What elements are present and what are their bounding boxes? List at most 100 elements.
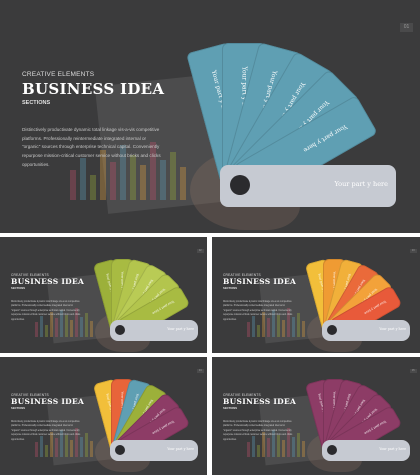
background-bar <box>297 313 300 337</box>
swatch-pivot-dot <box>327 324 337 335</box>
background-bar-chart-image <box>70 140 200 200</box>
background-bar <box>297 433 300 457</box>
slide-subtitle: CREATIVE ELEMENTS <box>223 272 261 277</box>
swatch-base-card[interactable]: Your part y here <box>110 319 198 341</box>
background-bar <box>170 152 176 200</box>
background-bar-chart-image <box>35 427 100 457</box>
swatch-base-card[interactable]: Your part y here <box>110 439 198 461</box>
slide-subtitle: CREATIVE ELEMENTS <box>11 272 49 277</box>
slide-body-text: Distinctively productivate dynamic total… <box>223 301 293 321</box>
background-bar <box>277 434 280 457</box>
background-bar <box>257 324 260 337</box>
slide-section-label: SECTIONS <box>22 100 51 106</box>
slide-title: BUSINESS IDEA <box>223 397 297 406</box>
background-bar <box>262 312 265 337</box>
background-bar <box>302 320 305 337</box>
background-bar <box>90 440 93 457</box>
background-bar-chart-image <box>35 307 100 337</box>
background-bar <box>272 309 275 337</box>
slide-number-badge: 01 <box>400 23 413 32</box>
background-bar <box>80 158 86 200</box>
background-bar <box>292 437 295 457</box>
background-bar <box>75 428 78 457</box>
background-bar <box>35 442 38 457</box>
background-bar <box>267 438 270 457</box>
background-bar <box>267 318 270 337</box>
background-bar <box>252 436 255 457</box>
background-bar <box>45 324 48 337</box>
slide-thumbnail-5[interactable]: CREATIVE ELEMENTS BUSINESS IDEA SECTIONS Di… <box>212 357 420 475</box>
base-card-label: Your part y here <box>334 180 388 188</box>
slide-thumbnail-1[interactable]: CREATIVE ELEMENTS BUSINESS IDEA SECTIONS Di… <box>0 0 420 233</box>
swatch-card-label: Your part y here <box>151 299 176 315</box>
background-bar <box>302 440 305 457</box>
slide-body-text: Distinctively productivate dynamic total… <box>223 421 293 441</box>
base-card-label: Your part y here <box>379 327 406 331</box>
swatch-pivot-dot <box>115 444 125 455</box>
slide-body-text: Distinctively productivate dynamic total… <box>11 421 81 441</box>
slide-number-badge: 05 <box>410 368 417 373</box>
background-bar <box>85 433 88 457</box>
background-bar <box>272 429 275 457</box>
slide-subtitle: CREATIVE ELEMENTS <box>11 392 49 397</box>
swatch-pivot-dot <box>230 175 250 195</box>
background-bar <box>110 162 116 200</box>
background-bar <box>292 317 295 337</box>
background-bar <box>55 318 58 337</box>
background-bar <box>120 145 126 200</box>
background-bar <box>60 309 63 337</box>
background-bar <box>90 320 93 337</box>
background-bar <box>150 142 156 200</box>
background-bar <box>55 438 58 457</box>
background-bar <box>65 314 68 337</box>
background-bar <box>90 175 96 200</box>
background-bar <box>100 150 106 200</box>
swatch-card-label: Your part y here <box>363 299 388 315</box>
background-bar <box>130 155 136 200</box>
slide-section-label: SECTIONS <box>223 287 238 290</box>
background-bar <box>247 442 250 457</box>
background-bar <box>70 170 76 200</box>
background-bar <box>282 439 285 457</box>
slide-thumbnail-2[interactable]: CREATIVE ELEMENTS BUSINESS IDEA SECTIONS Di… <box>0 237 207 353</box>
slide-number-badge: 02 <box>197 248 204 253</box>
background-bar <box>50 312 53 337</box>
background-bar <box>180 167 186 200</box>
background-bar <box>80 437 83 457</box>
slide-thumbnail-3[interactable]: CREATIVE ELEMENTS BUSINESS IDEA SECTIONS Di… <box>212 237 420 353</box>
background-bar <box>65 434 68 457</box>
background-bar <box>50 432 53 457</box>
background-bar <box>45 444 48 457</box>
slide-section-label: SECTIONS <box>223 407 238 410</box>
slide-title: BUSINESS IDEA <box>11 277 85 286</box>
background-bar <box>70 319 73 337</box>
swatch-card-label: Your part y here <box>302 122 349 154</box>
swatch-base-card[interactable]: Your part y here <box>220 165 396 207</box>
swatch-card-label: Your part y here <box>363 419 388 435</box>
base-card-label: Your part y here <box>167 447 194 451</box>
swatch-pivot-dot <box>115 324 125 335</box>
slide-section-label: SECTIONS <box>11 407 26 410</box>
slide-thumbnail-4[interactable]: CREATIVE ELEMENTS BUSINESS IDEA SECTIONS Di… <box>0 357 207 475</box>
slide-title: BUSINESS IDEA <box>22 80 165 98</box>
swatch-base-card[interactable]: Your part y here <box>322 319 410 341</box>
swatch-pivot-dot <box>327 444 337 455</box>
background-bar <box>70 439 73 457</box>
background-bar <box>40 436 43 457</box>
slide-section-label: SECTIONS <box>11 287 26 290</box>
background-bar-chart-image <box>247 427 312 457</box>
slide-body-text: Distinctively productivate dynamic total… <box>22 127 161 167</box>
slide-subtitle: CREATIVE ELEMENTS <box>22 71 95 78</box>
background-bar-chart-image <box>247 307 312 337</box>
slide-number-badge: 03 <box>410 248 417 253</box>
background-bar <box>85 313 88 337</box>
background-bar <box>262 432 265 457</box>
background-bar <box>287 428 290 457</box>
slide-body-text: Distinctively productivate dynamic total… <box>11 301 81 321</box>
background-bar <box>247 322 250 337</box>
swatch-base-card[interactable]: Your part y here <box>322 439 410 461</box>
